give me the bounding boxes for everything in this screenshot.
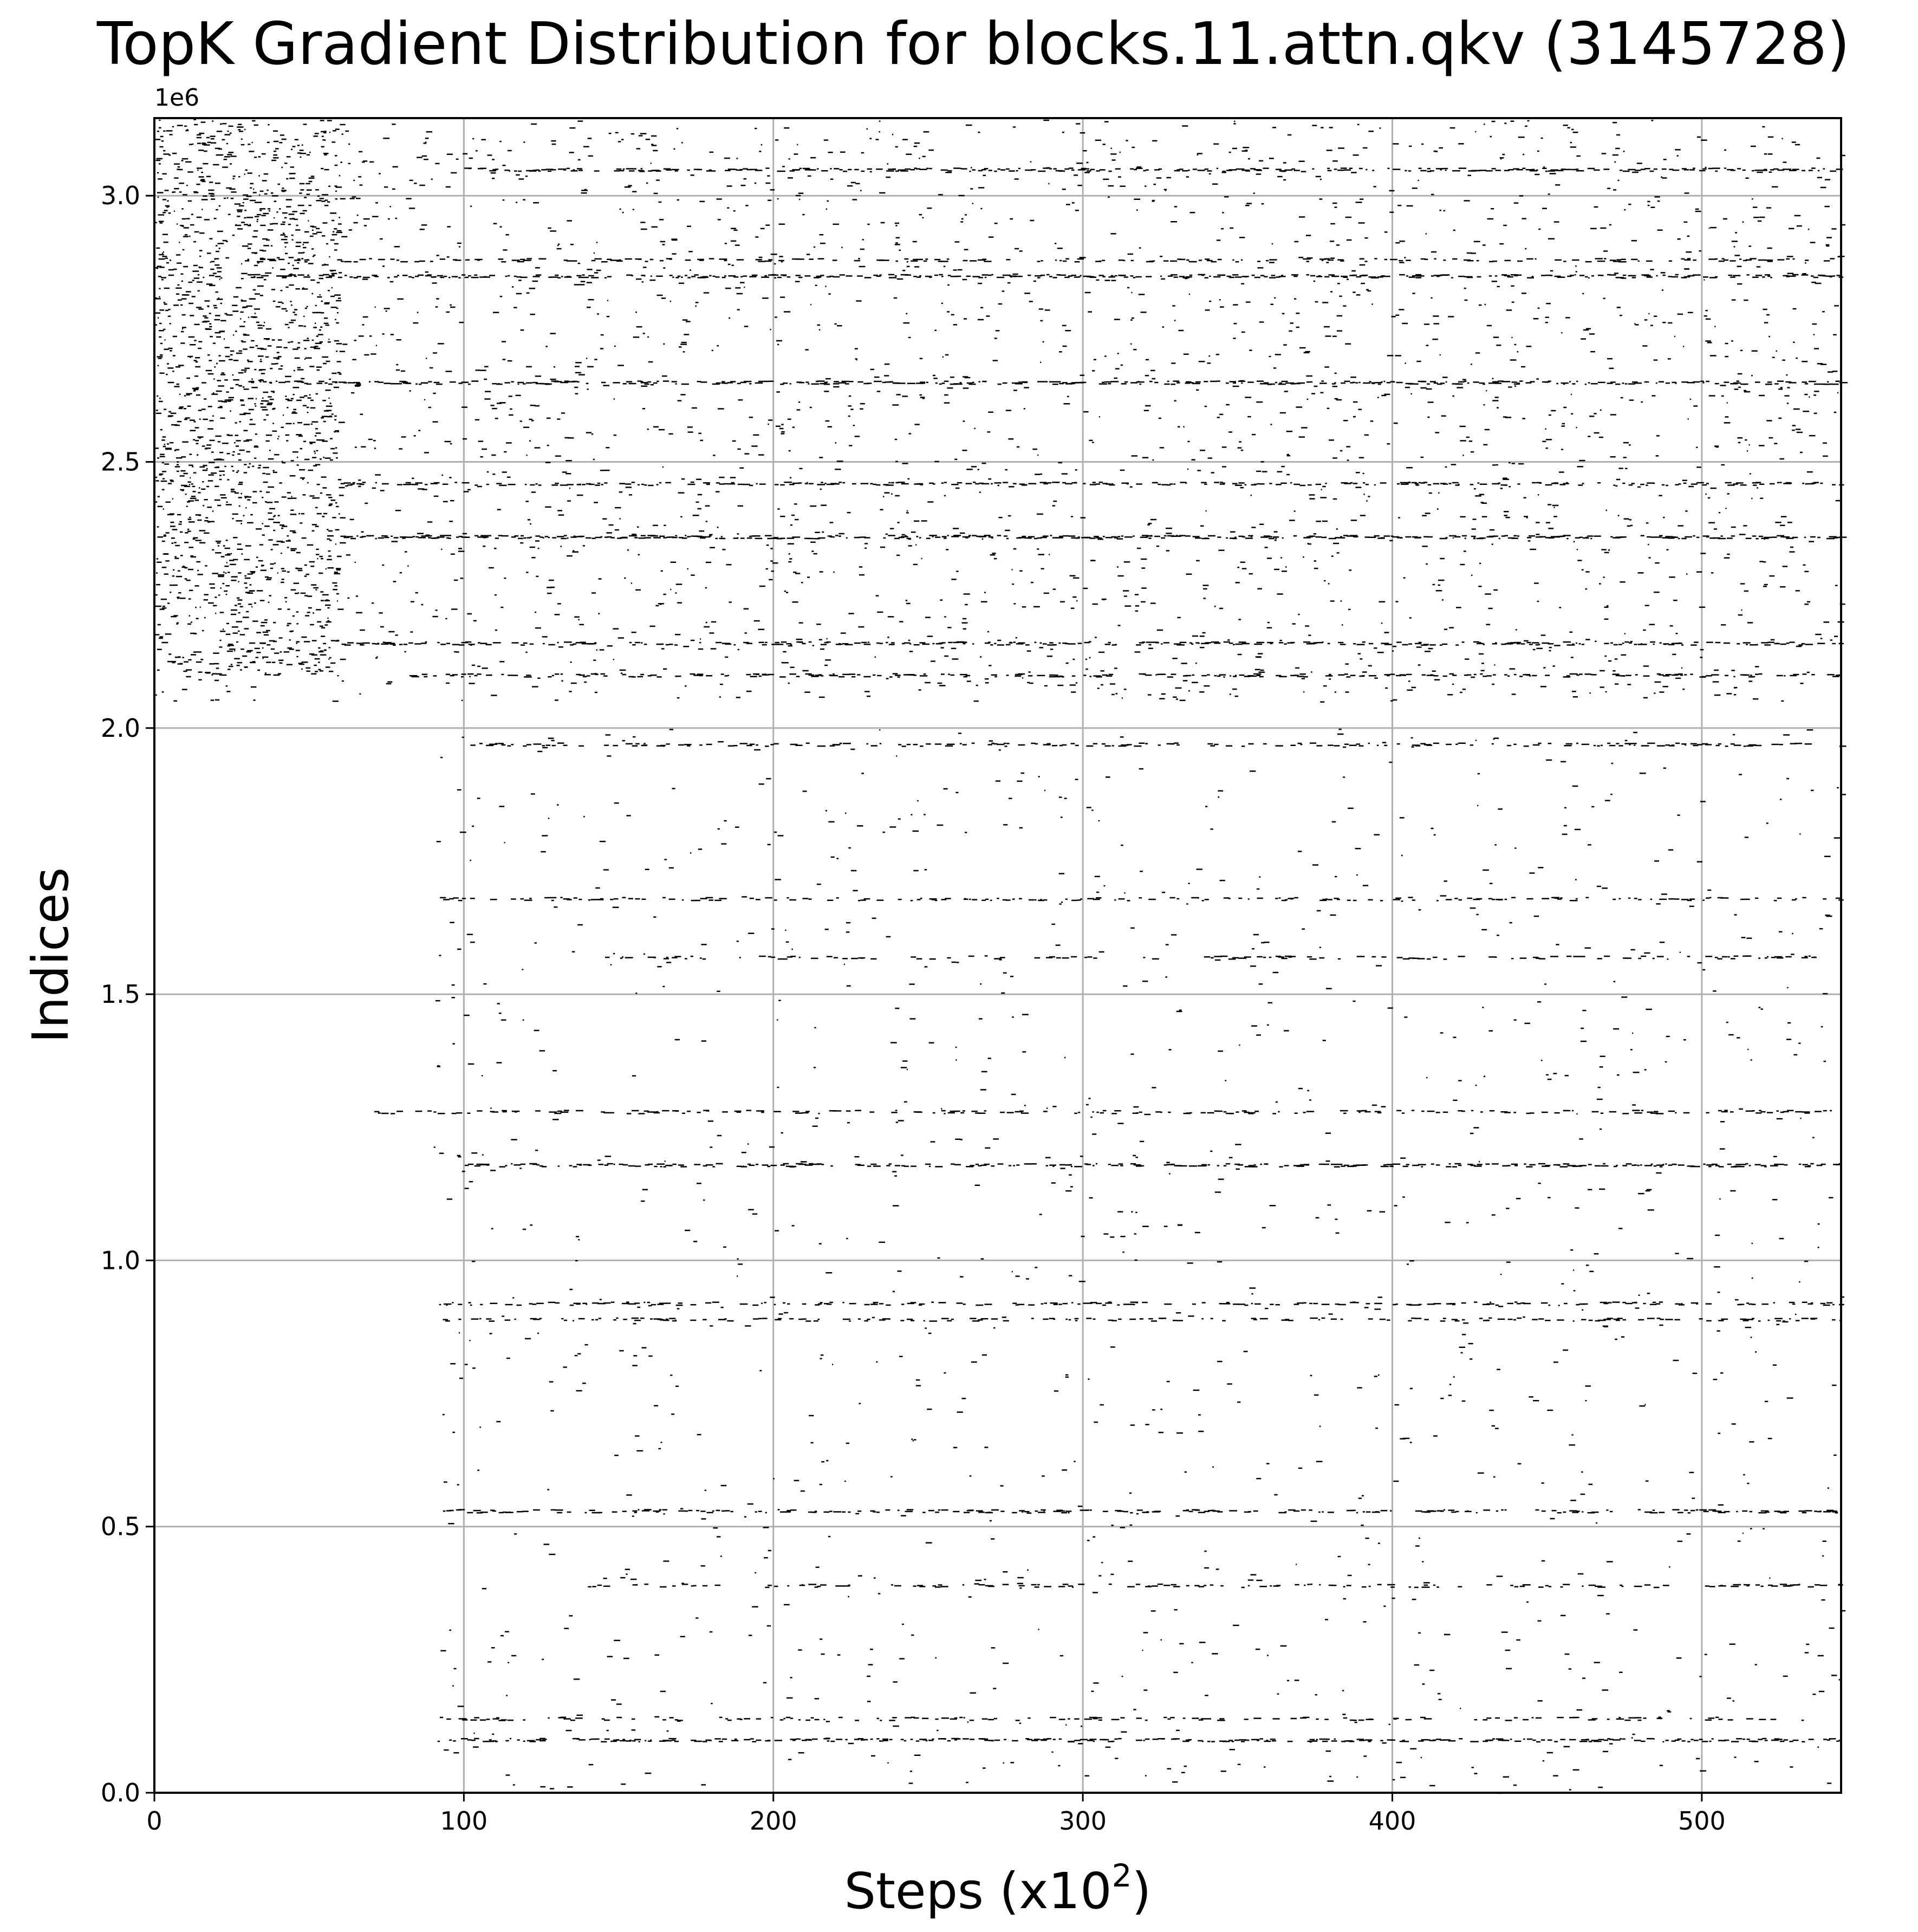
y-axis: 0.0 0.5 1.0 1.5 2.0 2.5 3.0: [101, 181, 154, 1807]
y-tick-label: 1.0: [101, 1246, 140, 1275]
y-tick-label: 0.5: [101, 1512, 140, 1541]
x-axis-label-main: Steps (x10: [844, 1862, 1112, 1920]
y-tick-label: 1.5: [101, 980, 140, 1009]
x-tick-label: 100: [440, 1806, 487, 1836]
y-tick-label: 2.0: [101, 714, 140, 743]
x-tick-label: 0: [146, 1806, 162, 1836]
plot-background: [154, 118, 1841, 1793]
plot-frame: [153, 117, 1842, 1794]
x-tick-label: 200: [750, 1806, 797, 1836]
x-tick-label: 300: [1059, 1806, 1107, 1836]
plot-area: [153, 117, 1848, 1794]
x-tick-label: 400: [1369, 1806, 1416, 1836]
y-axis-label: Indices: [22, 867, 80, 1043]
x-tick-label: 500: [1678, 1806, 1726, 1836]
y-offset-label: 1e6: [154, 84, 199, 112]
y-tick-label: 2.5: [101, 447, 140, 476]
chart-title: TopK Gradient Distribution for blocks.11…: [96, 10, 1850, 78]
x-axis: 0 100 200 300 400 500: [146, 1793, 1726, 1836]
x-axis-label-superscript: 2: [1112, 1857, 1132, 1894]
x-axis-label-end: ): [1132, 1862, 1152, 1920]
y-tick-label: 0.0: [101, 1778, 140, 1807]
y-tick-label: 3.0: [101, 181, 140, 210]
x-axis-label: Steps (x102): [844, 1857, 1152, 1920]
grid: [153, 118, 1841, 1794]
